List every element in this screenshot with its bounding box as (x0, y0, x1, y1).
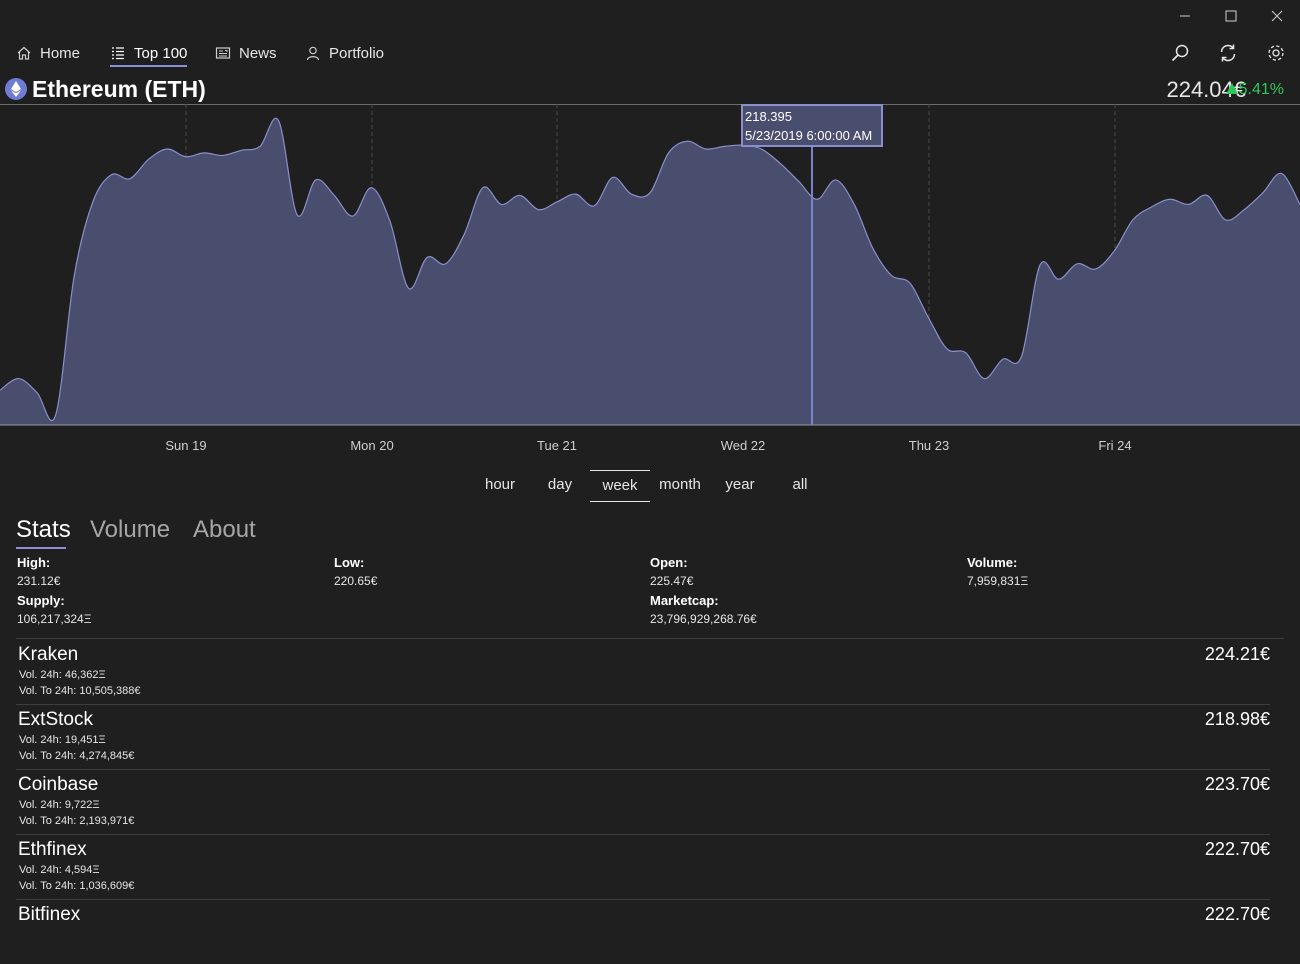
high-label: High: (17, 555, 51, 570)
market-name: ExtStock (18, 709, 93, 730)
volume-value: 7,959,831Ξ (967, 574, 1029, 588)
chart-tooltip: 218.395 5/23/2019 6:00:00 AM (741, 104, 883, 147)
tab-underline (16, 547, 66, 549)
marketcap-value: 23,796,929,268.76€ (650, 612, 757, 626)
x-tick-label: Tue 21 (537, 438, 577, 453)
supply-label: Supply: (17, 593, 65, 608)
timeframe-all[interactable]: all (792, 476, 808, 493)
list-item[interactable]: Ethfinex Vol. 24h: 4,594Ξ Vol. To 24h: 1… (16, 834, 1270, 900)
open-label: Open: (650, 555, 688, 570)
refresh-icon (1220, 44, 1236, 62)
gear-icon (1268, 45, 1284, 61)
list-item[interactable]: Bitfinex 222.70€ (16, 899, 1270, 964)
tab-about[interactable]: About (193, 516, 256, 543)
volume-label: Volume: (967, 555, 1018, 570)
x-tick-label: Sun 19 (165, 438, 206, 453)
market-price: 218.98€ (1204, 709, 1270, 729)
nav-item-label: Portfolio (329, 44, 385, 62)
low-label: Low: (334, 555, 365, 570)
nav-item-news[interactable]: News (215, 36, 277, 70)
list-item[interactable]: Coinbase Vol. 24h: 9,722Ξ Vol. To 24h: 2… (16, 769, 1270, 835)
market-volume-to: Vol. To 24h: 4,274,845€ (19, 750, 135, 762)
home-icon (17, 46, 31, 60)
maximize-icon[interactable] (1208, 0, 1254, 32)
tooltip-value: 218.395 (745, 109, 792, 124)
timeframe-day[interactable]: day (547, 476, 573, 493)
tooltip-date: 5/23/2019 6:00:00 AM (745, 128, 872, 143)
minimize-icon[interactable] (1162, 0, 1208, 32)
high-value: 231.12€ (17, 574, 61, 588)
market-volume: Vol. 24h: 46,362Ξ (19, 669, 106, 681)
search-button[interactable] (1156, 38, 1204, 68)
ethereum-logo-icon (5, 78, 27, 100)
person-icon (306, 46, 320, 61)
nav-bar: Home Top 100 News Portfolio (0, 36, 1300, 70)
market-volume: Vol. 24h: 4,594Ξ (19, 864, 100, 876)
tab-stats[interactable]: Stats (16, 516, 71, 543)
x-tick-label: Fri 24 (1098, 438, 1131, 453)
up-triangle-icon (1225, 83, 1238, 94)
timeframe-week[interactable]: week (590, 470, 650, 502)
market-volume: Vol. 24h: 9,722Ξ (19, 799, 100, 811)
news-icon (215, 47, 231, 59)
tooltip-box (741, 104, 883, 147)
coin-header: Ethereum (ETH) 224.04€ 5.41% (0, 72, 1300, 105)
search-icon (1171, 44, 1189, 62)
x-tick-label: Mon 20 (350, 438, 393, 453)
market-volume-to: Vol. To 24h: 1,036,609€ (19, 880, 135, 892)
timeframe-month[interactable]: month (659, 476, 701, 493)
marketcap-label: Marketcap: (650, 593, 719, 608)
refresh-button[interactable] (1204, 38, 1252, 68)
timeframe-hour[interactable]: hour (484, 476, 516, 493)
tab-volume[interactable]: Volume (90, 516, 171, 543)
market-name: Bitfinex (18, 904, 81, 925)
nav-item-label: Home (40, 44, 81, 62)
toolbar (1156, 38, 1300, 68)
market-price: 222.70€ (1204, 904, 1270, 924)
price-line (0, 117, 1300, 422)
settings-button[interactable] (1252, 38, 1300, 68)
coin-change-value: 5.41% (1238, 81, 1284, 98)
low-value: 220.65€ (334, 574, 378, 588)
market-volume-to: Vol. To 24h: 10,505,388€ (19, 685, 141, 697)
market-price: 223.70€ (1204, 774, 1270, 794)
market-volume: Vol. 24h: 19,451Ξ (19, 734, 106, 746)
x-tick-label: Thu 23 (909, 438, 949, 453)
list-icon (112, 47, 124, 60)
price-chart[interactable]: Sun 19 Mon 20 Tue 21 Wed 22 Thu 23 Fri 24 218.… (0, 104, 1300, 467)
market-price: 222.70€ (1204, 839, 1270, 859)
nav-item-label: News (239, 44, 277, 62)
market-name: Coinbase (18, 774, 99, 795)
close-icon[interactable] (1254, 0, 1300, 32)
stats-divider (16, 638, 1284, 639)
x-tick-label: Wed 22 (721, 438, 766, 453)
timeframe-year[interactable]: year (725, 476, 755, 493)
coin-title: Ethereum (ETH) (32, 76, 206, 102)
nav-item-home[interactable]: Home (16, 36, 80, 70)
list-item[interactable]: ExtStock Vol. 24h: 19,451Ξ Vol. To 24h: … (16, 704, 1270, 770)
supply-value: 106,217,324Ξ (17, 612, 92, 626)
price-area (0, 118, 1300, 426)
market-volume-to: Vol. To 24h: 2,193,971€ (19, 815, 135, 827)
nav-item-top100[interactable]: Top 100 (110, 36, 188, 70)
market-price: 224.21€ (1204, 644, 1270, 664)
market-name: Ethfinex (18, 839, 87, 860)
market-name: Kraken (18, 644, 79, 665)
nav-item-portfolio[interactable]: Portfolio (305, 36, 384, 70)
open-value: 225.47€ (650, 574, 694, 588)
coin-change: 5.41% (1225, 81, 1284, 99)
window-controls (1162, 0, 1300, 32)
list-item[interactable]: Kraken Vol. 24h: 46,362Ξ Vol. To 24h: 10… (16, 639, 1270, 705)
price-chart-svg[interactable]: Sun 19 Mon 20 Tue 21 Wed 22 Thu 23 Fri 24 218.… (0, 104, 1300, 462)
nav-item-label: Top 100 (134, 44, 188, 62)
